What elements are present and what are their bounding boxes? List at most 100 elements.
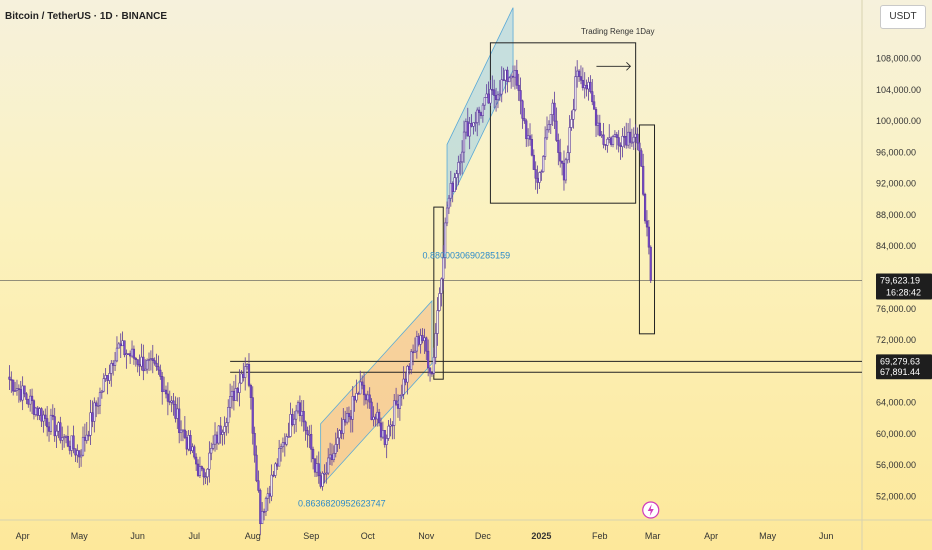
candle-body [413, 350, 417, 353]
candle-body [147, 359, 151, 361]
candle-body [545, 129, 549, 139]
candle-body [436, 310, 439, 334]
time-tick-label: May [71, 531, 89, 541]
candle-body [398, 395, 401, 409]
candle-body [389, 424, 392, 427]
currency-button[interactable]: USDT [880, 5, 926, 29]
candle-body [461, 151, 464, 163]
candle-body [342, 419, 345, 434]
candle-body [542, 156, 545, 173]
candles-group [8, 59, 652, 536]
candle-body [325, 472, 328, 475]
time-tick-label: Mar [645, 531, 661, 541]
candle-body [477, 109, 481, 113]
candle-body [279, 446, 283, 449]
candle-body [434, 333, 437, 358]
candle-body [119, 343, 122, 347]
candle-body [404, 378, 407, 383]
candle-body [553, 102, 556, 122]
candle-body [212, 443, 215, 449]
candle-body [81, 436, 85, 456]
candle-body [308, 433, 311, 436]
candle-body [63, 436, 66, 439]
candle-body [332, 452, 335, 460]
candle-body [91, 412, 94, 422]
candle-body [234, 388, 237, 401]
candle-body [587, 81, 590, 90]
drop-box [638, 124, 656, 335]
candle-body [287, 436, 290, 438]
candle-body [361, 381, 364, 386]
candle-body [387, 425, 390, 439]
candle-body [395, 400, 398, 405]
candle-body [196, 463, 200, 476]
candle-body [453, 177, 456, 192]
upper-level-tag: 69,279.63 [880, 356, 920, 366]
candle-body [108, 373, 111, 381]
candle-body [421, 335, 424, 342]
candle-body [36, 407, 39, 416]
upper-level-tag-bg [876, 354, 932, 369]
candle-body [608, 137, 611, 140]
candle-body [519, 90, 522, 102]
candle-body [493, 89, 496, 96]
candle-body [181, 429, 185, 432]
time-tick-label: Apr [16, 531, 30, 541]
candle-body [230, 390, 234, 397]
candle-body [570, 119, 573, 128]
candle-body [649, 246, 652, 281]
candle-body [191, 446, 194, 452]
price-tick-label: 108,000.00 [876, 53, 921, 63]
candle-body [244, 366, 247, 378]
candle-body [640, 150, 643, 167]
candle-body [130, 348, 134, 357]
candle-body [472, 122, 475, 127]
candle-body [219, 425, 222, 435]
time-tick-label: Aug [245, 531, 261, 541]
candle-body [253, 432, 256, 456]
candle-body [364, 394, 368, 401]
candle-body [427, 350, 430, 369]
candle-body [579, 76, 583, 81]
candle-body [12, 379, 15, 392]
candle-body [229, 396, 232, 408]
candle-body [411, 351, 415, 354]
candle-body [163, 389, 166, 392]
candle-body [74, 448, 77, 456]
candle-body [100, 390, 103, 393]
candle-body [598, 122, 601, 136]
candle-body [249, 385, 252, 398]
candle-body [625, 136, 628, 146]
time-tick-label: Oct [361, 531, 376, 541]
fib-top-label: 0.8800030690285159 [423, 251, 511, 261]
trading-range-label: Trading Renge 1Day [581, 27, 655, 36]
candle-body [206, 468, 209, 478]
candle-body [251, 397, 254, 434]
lightning-icon[interactable] [642, 501, 660, 519]
candle-body [295, 410, 298, 420]
candle-body [642, 165, 645, 195]
candle-body [428, 367, 432, 374]
candle-body [15, 388, 19, 391]
candle-body [151, 358, 154, 361]
candle-body [291, 414, 294, 426]
candle-body [581, 79, 584, 89]
candle-body [240, 373, 243, 384]
candle-body [321, 473, 324, 487]
candle-body [636, 133, 639, 144]
candle-body [506, 69, 509, 83]
candle-body [193, 446, 196, 458]
candle-body [34, 407, 37, 415]
candle-body [511, 75, 515, 78]
price-tick-label: 64,000.00 [876, 398, 916, 408]
candle-body [317, 463, 320, 477]
lower-level-tag-bg [876, 365, 932, 380]
candle-body [25, 393, 28, 400]
candle-body [298, 402, 302, 416]
candle-body [466, 121, 469, 137]
candle-body [504, 69, 507, 81]
candle-body [374, 416, 377, 420]
candle-body [189, 435, 192, 452]
candle-body [161, 376, 164, 392]
